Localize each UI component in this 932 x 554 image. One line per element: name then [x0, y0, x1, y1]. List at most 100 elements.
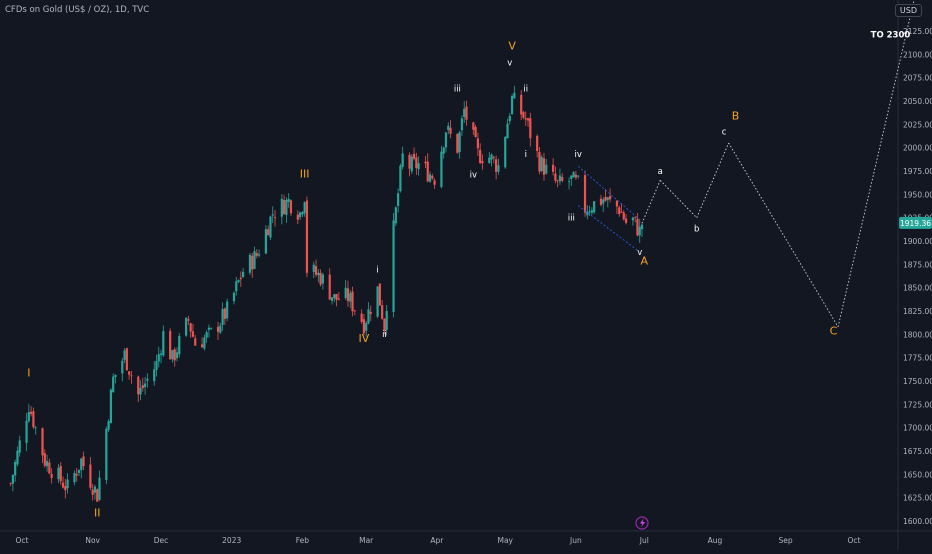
candle-body — [248, 254, 252, 273]
candle-body — [333, 294, 336, 299]
price-tick-label: 1800.00 — [903, 330, 932, 339]
candle-body — [510, 95, 514, 114]
candle-body — [369, 311, 372, 314]
candle-body — [397, 193, 400, 206]
candle-body — [362, 319, 366, 334]
candle-body — [82, 456, 85, 467]
price-tick-label: 1825.00 — [903, 307, 932, 316]
candle-body — [257, 254, 261, 256]
candle-body — [16, 450, 19, 465]
candle-body — [96, 489, 99, 502]
projection-segment — [696, 142, 730, 218]
time-tick-label: Sep — [779, 536, 793, 545]
candle-body — [335, 293, 338, 300]
candle-body — [513, 92, 516, 99]
candle-body — [45, 461, 49, 467]
candle-body — [64, 486, 67, 491]
wave-label: a — [658, 167, 663, 177]
candle-body — [34, 427, 37, 429]
candle-body — [203, 337, 206, 349]
price-tick-label: 1650.00 — [903, 470, 932, 479]
time-axis[interactable]: Oct Nov Dec 2023 Feb Mar Apr May Jun Jul Aug Sep Oct — [16, 536, 861, 545]
candle-body — [98, 477, 101, 500]
candle-body — [59, 465, 62, 482]
wave-label: v — [507, 59, 512, 69]
candle-body — [506, 123, 509, 139]
candle-body — [205, 332, 208, 338]
candle-body — [221, 309, 224, 325]
wave-label: iv — [574, 150, 581, 160]
candle-body — [321, 274, 324, 284]
candle-body — [554, 173, 557, 181]
candle-body — [522, 112, 525, 118]
wave-label: V — [508, 40, 516, 53]
candle-body — [367, 309, 370, 324]
time-tick-label: Dec — [154, 536, 169, 545]
projection-segment — [659, 180, 698, 218]
wave-label: i — [525, 150, 527, 160]
candle-body — [474, 127, 477, 138]
price-tick-label: 1975.00 — [903, 167, 932, 176]
candle-body — [77, 469, 81, 473]
candle-body — [319, 272, 322, 285]
wave-label: v — [637, 248, 642, 258]
candle-body — [93, 486, 97, 493]
price-tick-label: 1750.00 — [903, 377, 932, 386]
candle-body — [219, 325, 222, 333]
candle-body — [130, 375, 133, 377]
candle-body — [412, 153, 416, 159]
candle-body — [488, 157, 491, 163]
candle-body — [114, 374, 117, 378]
candle-body — [545, 164, 548, 174]
candle-body — [520, 95, 523, 115]
candle-body — [524, 118, 527, 120]
candle-body — [586, 211, 589, 216]
candle-body — [440, 151, 443, 187]
candle-body — [157, 354, 160, 362]
candle-body — [556, 180, 559, 182]
price-tick-label: 1700.00 — [903, 424, 932, 433]
candle-body — [570, 175, 573, 179]
price-badge-label: 1919.36 — [900, 219, 931, 228]
candle-body — [123, 350, 126, 360]
candle-body — [226, 301, 229, 319]
candle-body — [349, 293, 352, 302]
candle-body — [162, 331, 165, 356]
candle-body — [61, 482, 65, 488]
candle-body — [143, 383, 147, 388]
wedge-lines — [577, 166, 638, 251]
wave-label: iii — [568, 213, 575, 223]
candle-body — [415, 157, 418, 169]
candle-body — [640, 224, 644, 230]
candlestick-series — [9, 85, 644, 502]
candle-body — [287, 198, 290, 202]
candle-body — [89, 464, 92, 488]
candle-body — [50, 473, 53, 479]
candle-body — [125, 348, 128, 371]
wave-label: I — [27, 366, 30, 379]
lightning-icon[interactable] — [635, 516, 649, 530]
candle-body — [75, 473, 78, 476]
price-axis[interactable]: 1600.00 1625.00 1650.00 1675.00 1700.00 1725.… — [903, 27, 932, 526]
candle-body — [636, 218, 639, 236]
candle-body — [109, 389, 112, 424]
candle-body — [383, 318, 386, 331]
price-tick-label: 1675.00 — [903, 447, 932, 456]
candle-body — [232, 292, 236, 302]
wave-label: c — [722, 128, 727, 138]
currency-button[interactable]: USD — [894, 4, 922, 17]
candle-body — [239, 277, 242, 280]
candle-body — [237, 280, 240, 283]
candle-body — [169, 330, 172, 360]
candle-body — [210, 328, 213, 329]
candle-body — [105, 428, 108, 481]
time-tick-label: Nov — [85, 536, 100, 545]
candle-body — [353, 310, 356, 312]
wave-label: iv — [470, 171, 477, 181]
candle-body — [187, 319, 190, 321]
candle-body — [561, 176, 564, 181]
candle-body — [25, 420, 28, 443]
candle-body — [269, 216, 272, 238]
